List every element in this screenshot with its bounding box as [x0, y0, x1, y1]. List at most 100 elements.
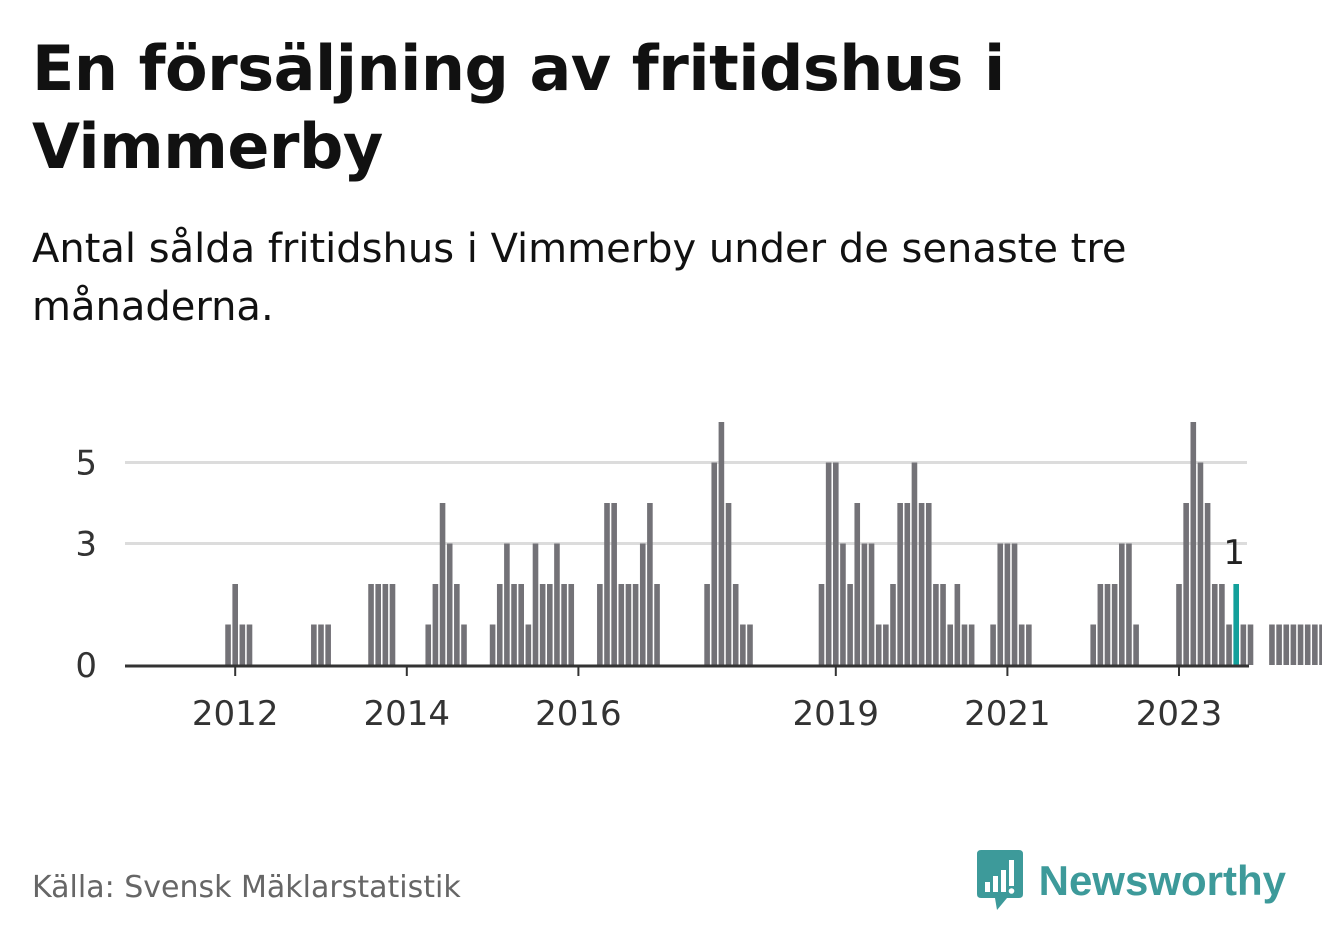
bar: [833, 462, 839, 665]
bar: [990, 624, 996, 665]
brand-logo[interactable]: Newsworthy: [975, 846, 1286, 916]
bar: [1204, 503, 1211, 665]
bar: [375, 584, 381, 665]
bar: [854, 503, 861, 665]
bar: [1133, 624, 1139, 665]
bar: [1269, 624, 1275, 665]
bar: [611, 503, 617, 665]
bar: [432, 584, 439, 665]
bar: [382, 584, 389, 665]
bar: [1319, 624, 1322, 665]
bar: [968, 624, 975, 665]
bar: [232, 584, 238, 665]
bar: [604, 503, 610, 665]
bar: [868, 543, 875, 665]
bar: [246, 624, 253, 665]
bar: [725, 503, 732, 665]
bar: [940, 584, 946, 665]
bar: [1011, 543, 1018, 665]
x-tick-label: 2014: [364, 694, 451, 734]
x-tick-label: 2016: [535, 694, 622, 734]
bar: [1211, 584, 1218, 665]
bar: [1026, 624, 1032, 665]
bar: [504, 543, 510, 665]
bar: [1190, 422, 1197, 665]
bar: [1018, 624, 1025, 665]
bar: [1219, 584, 1225, 665]
highlight-value-label: 1: [1223, 533, 1245, 573]
bar: [875, 624, 882, 665]
bar: [539, 584, 546, 665]
bar: [954, 584, 961, 665]
bar: [389, 584, 396, 665]
bar: [654, 584, 660, 665]
source-note: Källa: Svensk Mäklarstatistik: [32, 870, 461, 905]
bar: [818, 584, 825, 665]
bar: [647, 503, 653, 665]
bar: [961, 624, 968, 665]
bar: [618, 584, 625, 665]
y-tick-label: 5: [75, 444, 97, 484]
bar: [1312, 624, 1318, 665]
bar-chart-speech-bubble-icon: [976, 850, 1023, 910]
bar: [446, 543, 453, 665]
bar: [632, 584, 639, 665]
bar: [704, 584, 710, 665]
bar: [318, 624, 324, 665]
bar: [561, 584, 567, 665]
bar: [1240, 624, 1247, 665]
bar: [518, 584, 524, 665]
bar: [1226, 624, 1232, 665]
brand-name: Newsworthy: [1038, 857, 1286, 904]
tick-labels: 0 3 5 1 2012 2014 2016 2019 2021 2023: [75, 444, 1245, 735]
bar: [997, 543, 1004, 665]
bar: [718, 422, 725, 665]
bar: [1090, 624, 1096, 665]
x-tick-label: 2021: [964, 694, 1051, 734]
bar: [740, 624, 746, 665]
bar: [496, 584, 503, 665]
bar: [454, 584, 460, 665]
bar: [1111, 584, 1118, 665]
bar: [461, 624, 467, 665]
bar: [890, 584, 896, 665]
bars: [225, 422, 1322, 665]
bar: [368, 584, 374, 665]
bar: [1126, 543, 1132, 665]
bar: [1276, 624, 1282, 665]
bar: [1290, 624, 1297, 665]
bar: [1297, 624, 1304, 665]
bar: [225, 624, 231, 665]
bar: [547, 584, 553, 665]
y-tick-label: 3: [75, 525, 97, 565]
bar: [732, 584, 739, 665]
bar: [825, 462, 832, 665]
bar: [1183, 503, 1189, 665]
bar: [933, 584, 939, 665]
bar: [911, 462, 918, 665]
bar: [1097, 584, 1104, 665]
bar: [489, 624, 496, 665]
bar: [904, 503, 911, 665]
bar: [1283, 624, 1290, 665]
bar: [532, 543, 539, 665]
bar: [625, 584, 632, 665]
bar: [711, 462, 718, 665]
bar: [639, 543, 646, 665]
bar: [840, 543, 846, 665]
bar: [311, 624, 317, 665]
grid-lines: [125, 461, 1247, 545]
bar: [511, 584, 517, 665]
bar: [1247, 624, 1254, 665]
bar: [861, 543, 868, 665]
x-tick-label: 2023: [1136, 694, 1223, 734]
bar: [847, 584, 853, 665]
bar: [554, 543, 560, 665]
bar: [747, 624, 753, 665]
bar: [325, 624, 331, 665]
bar: [1304, 624, 1311, 665]
bar: [568, 584, 575, 665]
bar: [1119, 543, 1125, 665]
x-tick-label: 2019: [793, 694, 880, 734]
bar: [425, 624, 432, 665]
